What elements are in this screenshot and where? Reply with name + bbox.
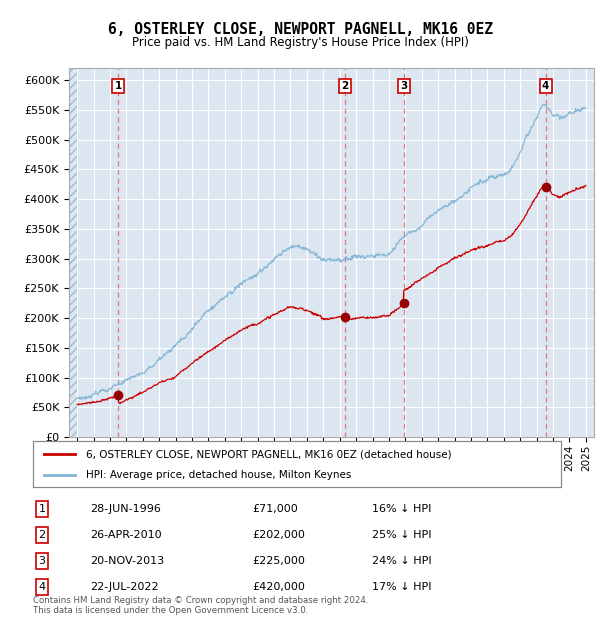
Text: £420,000: £420,000	[252, 582, 305, 592]
Text: 2: 2	[341, 81, 349, 91]
Text: 25% ↓ HPI: 25% ↓ HPI	[372, 530, 431, 540]
Text: Contains HM Land Registry data © Crown copyright and database right 2024.
This d: Contains HM Land Registry data © Crown c…	[33, 596, 368, 615]
Text: £202,000: £202,000	[252, 530, 305, 540]
Text: 3: 3	[38, 556, 46, 566]
Text: HPI: Average price, detached house, Milton Keynes: HPI: Average price, detached house, Milt…	[86, 471, 351, 480]
Text: 24% ↓ HPI: 24% ↓ HPI	[372, 556, 431, 566]
Text: Price paid vs. HM Land Registry's House Price Index (HPI): Price paid vs. HM Land Registry's House …	[131, 36, 469, 49]
Text: 1: 1	[115, 81, 122, 91]
Text: 28-JUN-1996: 28-JUN-1996	[90, 504, 161, 514]
Text: 4: 4	[38, 582, 46, 592]
Text: £71,000: £71,000	[252, 504, 298, 514]
Text: 1: 1	[38, 504, 46, 514]
Text: 26-APR-2010: 26-APR-2010	[90, 530, 161, 540]
Text: 3: 3	[400, 81, 407, 91]
Text: 2: 2	[38, 530, 46, 540]
Text: 4: 4	[542, 81, 549, 91]
Text: 22-JUL-2022: 22-JUL-2022	[90, 582, 158, 592]
Text: 6, OSTERLEY CLOSE, NEWPORT PAGNELL, MK16 0EZ: 6, OSTERLEY CLOSE, NEWPORT PAGNELL, MK16…	[107, 22, 493, 37]
Bar	[69, 68, 77, 437]
Text: 20-NOV-2013: 20-NOV-2013	[90, 556, 164, 566]
Text: 6, OSTERLEY CLOSE, NEWPORT PAGNELL, MK16 0EZ (detached house): 6, OSTERLEY CLOSE, NEWPORT PAGNELL, MK16…	[86, 449, 451, 459]
Text: 16% ↓ HPI: 16% ↓ HPI	[372, 504, 431, 514]
Text: £225,000: £225,000	[252, 556, 305, 566]
Text: 17% ↓ HPI: 17% ↓ HPI	[372, 582, 431, 592]
